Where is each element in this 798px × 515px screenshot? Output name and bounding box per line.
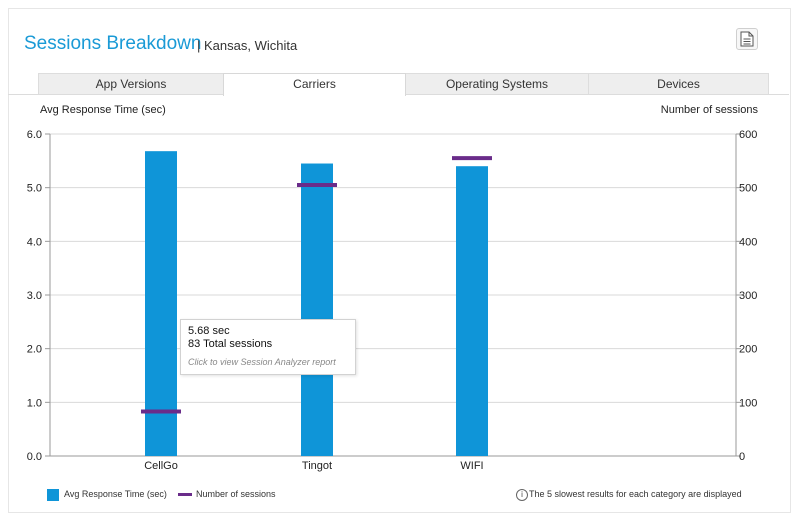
left-tick-label: 1.0 xyxy=(27,397,42,409)
right-tick-label: 500 xyxy=(739,183,757,195)
category-label: WIFI xyxy=(460,460,483,472)
left-tick-label: 6.0 xyxy=(27,129,42,141)
right-axis-title: Number of sessions xyxy=(660,104,758,116)
chart-tooltip[interactable]: 5.68 sec 83 Total sessions Click to view… xyxy=(180,319,356,375)
left-tick-label: 2.0 xyxy=(27,344,42,356)
left-tick-label: 0.0 xyxy=(27,451,42,463)
location-subtitle: | Kansas, Wichita xyxy=(197,38,298,53)
session-analyzer-link[interactable]: Click to view Session Analyzer report xyxy=(188,357,336,367)
legend-bar-label: Avg Response Time (sec) xyxy=(64,489,167,499)
tab-devices[interactable]: Devices xyxy=(588,73,769,94)
info-icon: i xyxy=(516,489,528,501)
legend-line-swatch xyxy=(178,493,192,496)
category-label: CellGo xyxy=(144,460,178,472)
right-tick-label: 200 xyxy=(739,344,757,356)
footer-note: The 5 slowest results for each category … xyxy=(529,489,742,499)
right-tick-label: 0 xyxy=(739,451,745,463)
export-report-button[interactable] xyxy=(736,28,758,50)
tab-carriers[interactable]: Carriers xyxy=(223,73,406,96)
category-label: Tingot xyxy=(302,460,332,472)
left-tick-label: 3.0 xyxy=(27,290,42,302)
right-tick-label: 600 xyxy=(739,129,757,141)
right-tick-label: 300 xyxy=(739,290,757,302)
tooltip-total-sessions: 83 Total sessions xyxy=(188,338,273,350)
tab-operating-systems[interactable]: Operating Systems xyxy=(405,73,589,94)
left-tick-label: 4.0 xyxy=(27,236,42,248)
page-title: Sessions Breakdown xyxy=(24,33,202,54)
tab-bar: App Versions Carriers Operating Systems … xyxy=(38,73,769,96)
bar-cellgo xyxy=(145,151,177,456)
legend-bar-swatch xyxy=(47,489,59,501)
tooltip-response-time: 5.68 sec xyxy=(188,325,230,337)
left-axis-title: Avg Response Time (sec) xyxy=(40,104,166,116)
left-tick-label: 5.0 xyxy=(27,183,42,195)
right-tick-label: 100 xyxy=(739,397,757,409)
right-tick-label: 400 xyxy=(739,236,757,248)
tab-app-versions[interactable]: App Versions xyxy=(38,73,224,94)
bar-tingot xyxy=(301,163,333,456)
bar-wifi xyxy=(456,166,488,456)
document-icon xyxy=(740,31,754,47)
legend-line-label: Number of sessions xyxy=(196,489,276,499)
